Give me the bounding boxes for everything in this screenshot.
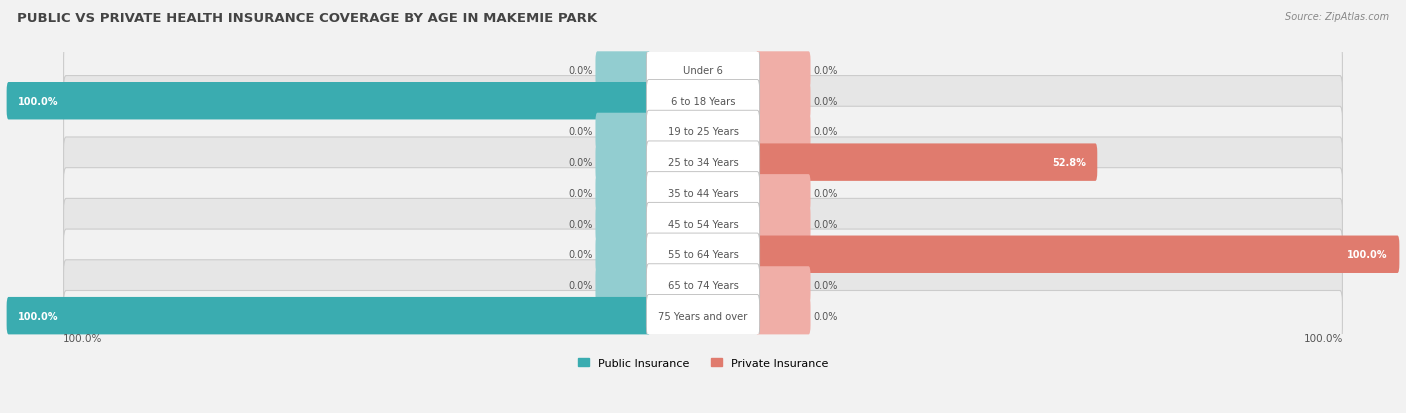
FancyBboxPatch shape [755, 83, 810, 120]
FancyBboxPatch shape [596, 52, 651, 90]
Text: 0.0%: 0.0% [814, 219, 838, 229]
Text: 0.0%: 0.0% [568, 127, 592, 137]
Text: 75 Years and over: 75 Years and over [658, 311, 748, 321]
FancyBboxPatch shape [755, 144, 1097, 181]
Text: 0.0%: 0.0% [814, 280, 838, 290]
Text: 0.0%: 0.0% [568, 188, 592, 198]
FancyBboxPatch shape [755, 175, 810, 212]
Text: 45 to 54 Years: 45 to 54 Years [668, 219, 738, 229]
Text: 100.0%: 100.0% [18, 97, 59, 107]
Text: 0.0%: 0.0% [814, 127, 838, 137]
FancyBboxPatch shape [647, 295, 759, 337]
Text: 55 to 64 Years: 55 to 64 Years [668, 249, 738, 260]
FancyBboxPatch shape [647, 50, 759, 92]
FancyBboxPatch shape [755, 114, 810, 151]
FancyBboxPatch shape [647, 203, 759, 245]
Text: 100.0%: 100.0% [1347, 249, 1388, 260]
FancyBboxPatch shape [63, 46, 1343, 96]
FancyBboxPatch shape [7, 83, 651, 120]
FancyBboxPatch shape [596, 175, 651, 212]
FancyBboxPatch shape [63, 107, 1343, 157]
Text: Source: ZipAtlas.com: Source: ZipAtlas.com [1285, 12, 1389, 22]
Text: 65 to 74 Years: 65 to 74 Years [668, 280, 738, 290]
FancyBboxPatch shape [63, 168, 1343, 218]
Text: 0.0%: 0.0% [568, 66, 592, 76]
Text: Under 6: Under 6 [683, 66, 723, 76]
Text: 100.0%: 100.0% [18, 311, 59, 321]
Text: 0.0%: 0.0% [814, 311, 838, 321]
FancyBboxPatch shape [7, 297, 651, 335]
Text: 0.0%: 0.0% [568, 249, 592, 260]
FancyBboxPatch shape [647, 264, 759, 306]
FancyBboxPatch shape [647, 81, 759, 123]
Text: 100.0%: 100.0% [63, 333, 103, 343]
FancyBboxPatch shape [755, 52, 810, 90]
FancyBboxPatch shape [755, 205, 810, 243]
FancyBboxPatch shape [596, 144, 651, 181]
Text: 6 to 18 Years: 6 to 18 Years [671, 97, 735, 107]
FancyBboxPatch shape [63, 199, 1343, 249]
Text: 25 to 34 Years: 25 to 34 Years [668, 158, 738, 168]
Text: 52.8%: 52.8% [1052, 158, 1085, 168]
FancyBboxPatch shape [596, 205, 651, 243]
Text: 0.0%: 0.0% [568, 219, 592, 229]
FancyBboxPatch shape [755, 236, 1399, 273]
FancyBboxPatch shape [755, 297, 810, 335]
Text: 35 to 44 Years: 35 to 44 Years [668, 188, 738, 198]
Text: 0.0%: 0.0% [568, 158, 592, 168]
Text: 0.0%: 0.0% [814, 97, 838, 107]
FancyBboxPatch shape [63, 260, 1343, 311]
Text: 100.0%: 100.0% [1303, 333, 1343, 343]
FancyBboxPatch shape [647, 172, 759, 214]
FancyBboxPatch shape [647, 142, 759, 184]
FancyBboxPatch shape [596, 114, 651, 151]
Text: 0.0%: 0.0% [814, 66, 838, 76]
FancyBboxPatch shape [647, 233, 759, 276]
Text: PUBLIC VS PRIVATE HEALTH INSURANCE COVERAGE BY AGE IN MAKEMIE PARK: PUBLIC VS PRIVATE HEALTH INSURANCE COVER… [17, 12, 598, 25]
FancyBboxPatch shape [596, 236, 651, 273]
Text: 0.0%: 0.0% [814, 188, 838, 198]
FancyBboxPatch shape [63, 138, 1343, 188]
FancyBboxPatch shape [596, 266, 651, 304]
FancyBboxPatch shape [647, 111, 759, 153]
FancyBboxPatch shape [63, 76, 1343, 127]
Legend: Public Insurance, Private Insurance: Public Insurance, Private Insurance [578, 358, 828, 368]
FancyBboxPatch shape [63, 291, 1343, 341]
FancyBboxPatch shape [63, 230, 1343, 280]
FancyBboxPatch shape [755, 266, 810, 304]
Text: 19 to 25 Years: 19 to 25 Years [668, 127, 738, 137]
Text: 0.0%: 0.0% [568, 280, 592, 290]
